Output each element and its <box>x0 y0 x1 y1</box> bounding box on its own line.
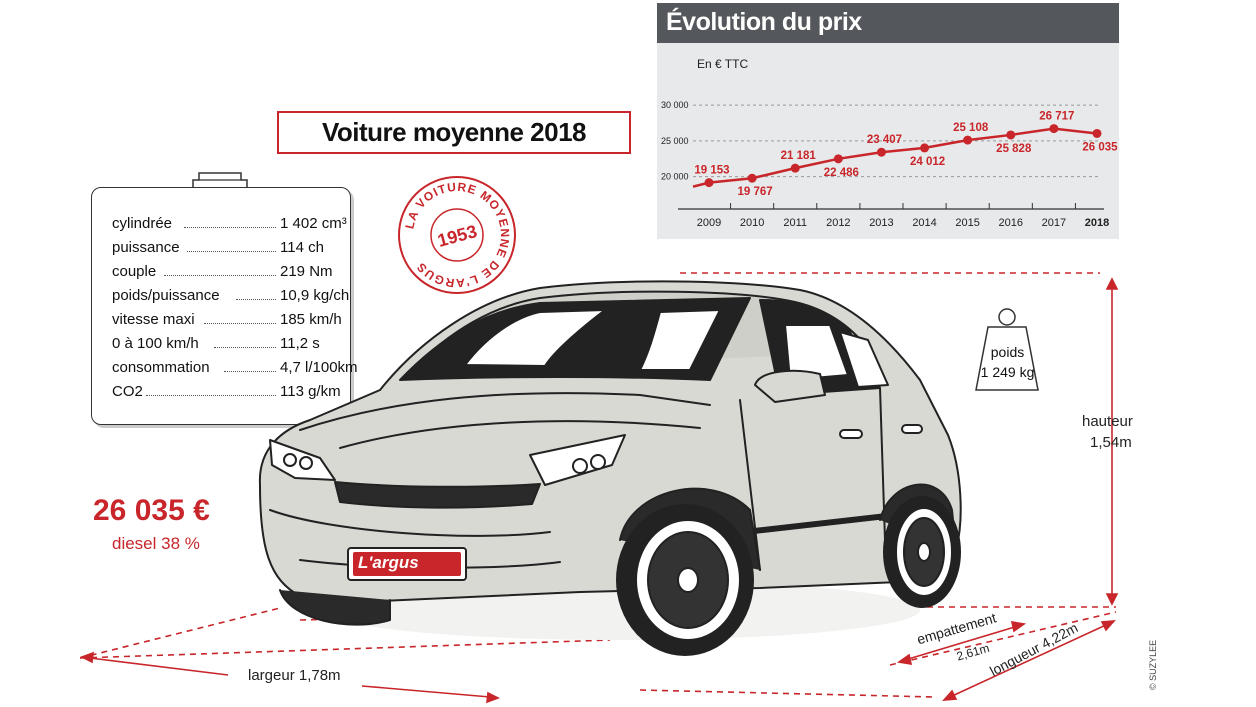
weight-label: poids <box>990 344 1025 360</box>
data-point <box>790 163 800 173</box>
data-point <box>704 178 714 188</box>
weight-icon <box>975 308 1039 391</box>
x-tick-label: 2009 <box>697 217 721 229</box>
spec-label: couple <box>112 263 157 280</box>
spec-card: cylindrée 1 402 cm³ puissance 114 ch cou… <box>91 187 358 425</box>
price-chart-panel: Évolution du prix En € TTC 20 000 25 000 3… <box>657 3 1119 239</box>
data-point <box>876 147 886 157</box>
spec-row-poids-puissance: poids/puissance 10,9 kg/ch <box>112 287 350 309</box>
spec-value: 219 Nm <box>280 263 333 280</box>
spec-label: poids/puissance <box>112 287 220 304</box>
price-line-chart: 20 000 25 000 30 000 2009 2010 2011 2012 2013 20… <box>661 100 1118 229</box>
spec-value: 10,9 kg/ch <box>280 287 350 304</box>
spec-row-0-100: 0 à 100 km/h 11,2 s <box>112 335 347 357</box>
data-label: 25 828 <box>996 143 1032 155</box>
x-tick-label: 2016 <box>999 217 1023 229</box>
data-point <box>747 173 757 183</box>
spec-row-couple: couple 219 Nm <box>112 263 347 285</box>
diesel-share: diesel 38 % <box>112 534 200 553</box>
spec-label: CO2 <box>112 383 143 400</box>
spec-value: 185 km/h <box>280 311 342 328</box>
height-label: hauteur <box>1082 413 1133 430</box>
data-label: 24 012 <box>910 156 945 168</box>
spec-label: consommation <box>112 359 210 376</box>
y-tick-label: 30 000 <box>661 100 689 110</box>
credit: © SUZYLEE <box>1148 639 1158 690</box>
spec-value: 4,7 l/100km <box>280 359 358 376</box>
data-label: 19 153 <box>694 165 729 177</box>
data-point <box>1092 128 1102 138</box>
x-tick-label: 2013 <box>869 217 893 229</box>
x-tick-label: 2014 <box>912 217 936 229</box>
spec-row-puissance: puissance 114 ch <box>112 239 347 261</box>
spec-value: 114 ch <box>280 239 324 256</box>
plate-brand: L'argus <box>358 553 419 572</box>
data-point <box>833 154 843 164</box>
spec-label: cylindrée <box>112 215 173 232</box>
data-label: 23 407 <box>867 134 902 146</box>
x-tick-label: 2017 <box>1042 217 1066 229</box>
stamp-icon: LA VOITURE MOYENNE DE L'ARGUS 1953 <box>398 176 516 294</box>
x-tick-label: 2018 <box>1085 217 1109 229</box>
data-point <box>963 135 973 145</box>
data-label: 25 108 <box>953 122 989 134</box>
spec-value: 1 402 cm³ <box>280 215 347 232</box>
data-label: 22 486 <box>824 167 859 179</box>
y-tick-label: 20 000 <box>661 172 689 182</box>
main-title: Voiture moyenne 2018 <box>321 117 587 147</box>
spec-row-consommation: consommation 4,7 l/100km <box>112 359 358 381</box>
spec-label: 0 à 100 km/h <box>112 335 199 352</box>
spec-value: 11,2 s <box>280 335 320 352</box>
data-point <box>920 143 930 153</box>
chart-title: Évolution du prix <box>666 8 862 36</box>
spec-row-vitesse-maxi: vitesse maxi 185 km/h <box>112 311 347 333</box>
main-title-box: Voiture moyenne 2018 <box>277 111 631 154</box>
data-point <box>1006 130 1016 140</box>
x-tick-label: 2011 <box>783 217 807 229</box>
spec-row-co2: CO2 113 g/km <box>112 383 347 405</box>
y-tick-label: 25 000 <box>661 136 689 146</box>
width-label: largeur 1,78m <box>248 667 341 684</box>
data-label: 26 035 <box>1082 141 1118 153</box>
data-point <box>1049 124 1059 134</box>
chart-unit-label: En € TTC <box>697 57 749 71</box>
data-label: 26 717 <box>1039 111 1074 123</box>
spec-label: puissance <box>112 239 180 256</box>
car-illustration <box>258 280 962 656</box>
x-tick-label: 2012 <box>826 217 850 229</box>
average-price: 26 035 € <box>93 494 210 527</box>
spec-label: vitesse maxi <box>112 311 195 328</box>
data-label: 21 181 <box>781 150 817 162</box>
weight-value: 1 249 kg <box>980 364 1035 380</box>
spec-value: 113 g/km <box>280 383 341 400</box>
height-value: 1,54m <box>1090 434 1132 451</box>
chart-header: Évolution du prix <box>657 3 1119 43</box>
x-tick-label: 2010 <box>740 217 764 229</box>
data-label: 19 767 <box>738 186 773 198</box>
spec-row-cylindree: cylindrée 1 402 cm³ <box>112 215 347 237</box>
x-tick-label: 2015 <box>955 217 979 229</box>
